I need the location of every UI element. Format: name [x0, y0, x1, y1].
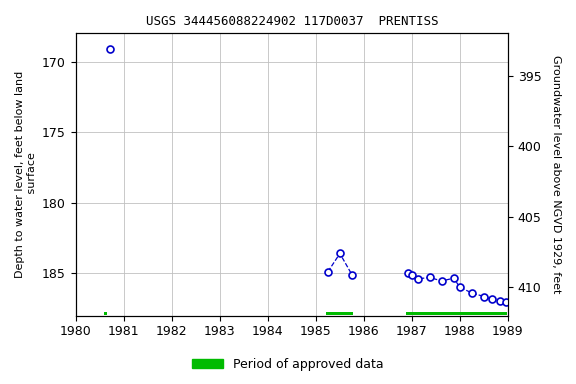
Bar — [104, 312, 108, 315]
Bar — [327, 312, 353, 315]
Y-axis label: Depth to water level, feet below land
 surface: Depth to water level, feet below land su… — [15, 71, 37, 278]
Legend: Period of approved data: Period of approved data — [187, 353, 389, 376]
Title: USGS 344456088224902 117D0037  PRENTISS: USGS 344456088224902 117D0037 PRENTISS — [146, 15, 438, 28]
Y-axis label: Groundwater level above NGVD 1929, feet: Groundwater level above NGVD 1929, feet — [551, 55, 561, 294]
Bar — [406, 312, 506, 315]
